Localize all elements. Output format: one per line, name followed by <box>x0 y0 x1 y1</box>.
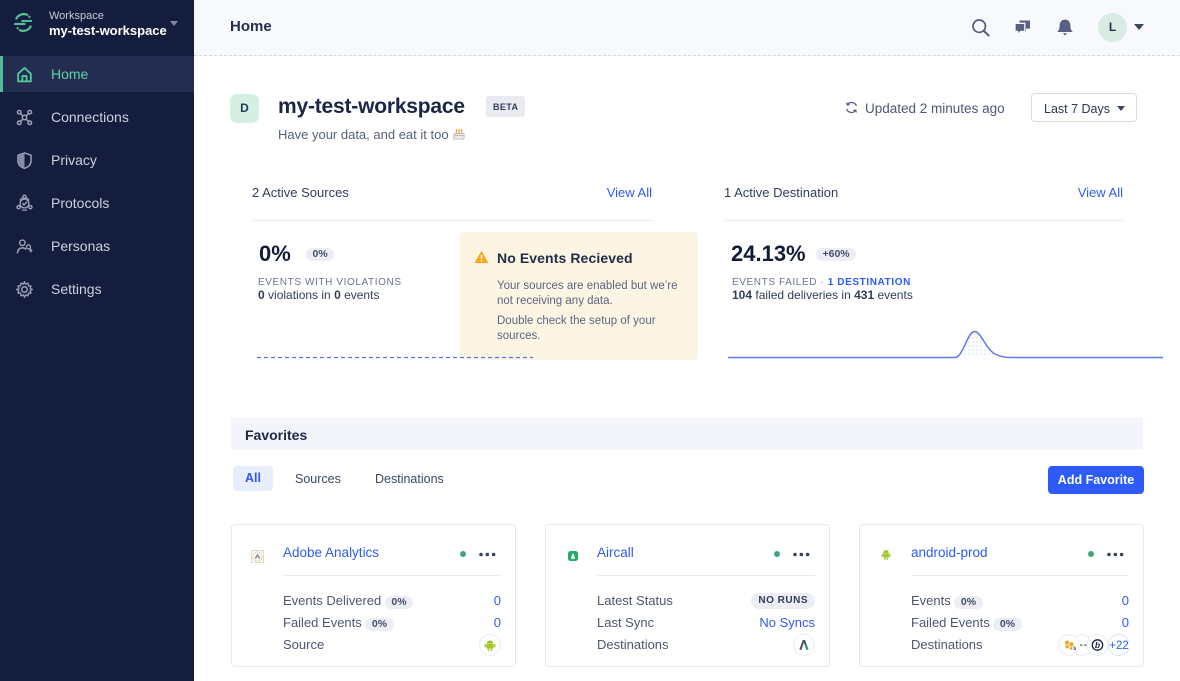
svg-text:b: b <box>1095 640 1100 650</box>
svg-text:+22: +22 <box>1109 639 1129 651</box>
svg-text:s: s <box>1073 646 1077 652</box>
